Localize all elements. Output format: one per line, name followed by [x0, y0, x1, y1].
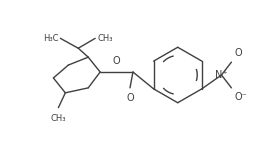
Text: H₃C: H₃C	[43, 34, 58, 43]
Text: N⁺: N⁺	[215, 70, 228, 80]
Text: O⁻: O⁻	[234, 92, 247, 102]
Text: CH₃: CH₃	[97, 34, 113, 43]
Text: CH₃: CH₃	[51, 114, 66, 123]
Text: O: O	[126, 93, 134, 103]
Text: O: O	[112, 56, 120, 66]
Text: O: O	[234, 48, 242, 58]
